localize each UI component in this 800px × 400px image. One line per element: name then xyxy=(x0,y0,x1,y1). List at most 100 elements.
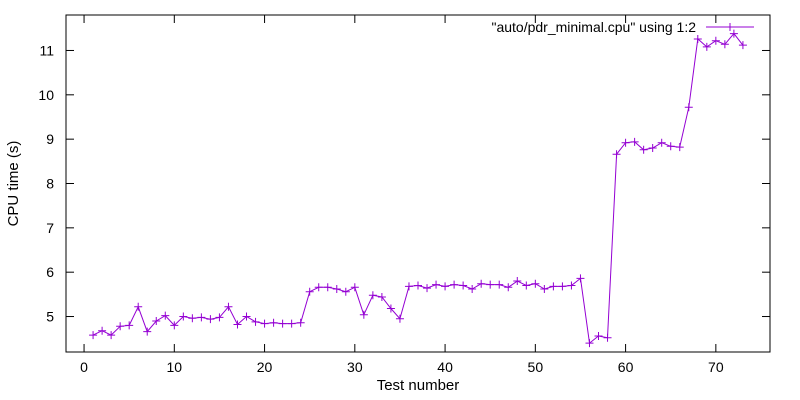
data-point xyxy=(675,143,684,152)
data-point xyxy=(98,326,107,335)
data-point xyxy=(278,319,287,328)
tick-marks xyxy=(66,15,770,352)
data-point xyxy=(450,280,459,289)
data-point xyxy=(630,137,639,146)
data-point xyxy=(567,281,576,290)
data-point xyxy=(269,318,278,327)
data-point xyxy=(639,145,648,154)
data-point xyxy=(377,293,386,302)
data-point xyxy=(143,327,152,336)
data-point xyxy=(486,280,495,289)
legend: "auto/pdr_minimal.cpu" using 1:2 xyxy=(492,19,754,35)
data-point xyxy=(233,320,242,329)
data-point xyxy=(459,281,468,290)
y-tick-labels: 5 6 7 8 9 10 11 xyxy=(38,42,54,324)
data-point xyxy=(116,322,125,331)
data-point xyxy=(188,314,197,323)
data-point xyxy=(738,41,747,50)
data-point xyxy=(242,312,251,321)
y-tick-label: 11 xyxy=(39,42,54,58)
data-point xyxy=(134,302,143,311)
data-point xyxy=(468,285,477,294)
data-point xyxy=(621,138,630,147)
y-axis-label: CPU time (s) xyxy=(5,141,22,227)
x-axis-label: Test number xyxy=(377,377,460,394)
data-point xyxy=(414,281,422,290)
x-tick-label: 50 xyxy=(528,359,544,375)
data-point xyxy=(702,42,711,51)
data-point xyxy=(404,282,413,291)
data-point xyxy=(594,332,603,341)
data-point xyxy=(657,138,666,147)
data-point xyxy=(522,281,531,290)
data-point xyxy=(585,339,594,348)
x-tick-label: 30 xyxy=(347,359,363,375)
data-point xyxy=(314,283,323,292)
legend-label: "auto/pdr_minimal.cpu" using 1:2 xyxy=(492,19,697,35)
data-point xyxy=(89,331,98,340)
data-point xyxy=(305,287,314,296)
data-point xyxy=(531,279,540,288)
data-point xyxy=(666,142,675,151)
data-point xyxy=(341,287,350,296)
x-tick-labels: 0 10 20 30 40 50 60 70 xyxy=(80,359,724,375)
data-point xyxy=(558,282,567,291)
x-tick-label: 0 xyxy=(80,359,88,375)
data-point xyxy=(359,310,368,319)
data-point xyxy=(603,333,612,342)
data-point xyxy=(350,283,359,292)
data-point xyxy=(251,317,260,326)
data-point xyxy=(368,291,377,300)
data-point xyxy=(260,319,269,328)
series-line xyxy=(92,32,744,345)
series-layer xyxy=(89,29,747,348)
y-tick-label: 8 xyxy=(46,176,54,192)
data-point xyxy=(729,29,738,38)
data-point xyxy=(513,277,522,286)
x-tick-label: 60 xyxy=(618,359,634,375)
data-point xyxy=(323,283,332,292)
data-point xyxy=(332,285,341,294)
x-tick-label: 40 xyxy=(437,359,453,375)
data-point xyxy=(684,103,693,112)
data-point xyxy=(495,280,504,289)
y-tick-label: 9 xyxy=(46,131,54,147)
legend-marker xyxy=(726,23,734,31)
data-point xyxy=(386,304,395,313)
data-point xyxy=(296,318,305,327)
data-point xyxy=(152,316,161,325)
x-tick-label: 10 xyxy=(167,359,183,375)
y-tick-label: 6 xyxy=(46,264,54,280)
y-tick-label: 10 xyxy=(38,87,54,103)
data-point xyxy=(125,321,134,330)
data-point xyxy=(441,282,450,291)
data-point xyxy=(224,302,233,311)
data-point xyxy=(395,314,404,323)
data-point xyxy=(711,36,720,45)
data-point xyxy=(215,313,224,322)
data-point xyxy=(549,282,558,291)
x-tick-label: 70 xyxy=(708,359,724,375)
data-point xyxy=(423,284,432,293)
data-point xyxy=(179,312,188,321)
x-tick-label: 20 xyxy=(257,359,273,375)
data-point xyxy=(161,311,170,320)
data-point xyxy=(648,144,657,153)
data-point xyxy=(576,274,585,283)
plot-frame xyxy=(65,14,771,353)
data-point xyxy=(107,331,116,340)
data-point xyxy=(170,321,179,330)
data-point xyxy=(477,279,486,288)
y-tick-label: 5 xyxy=(46,309,54,325)
data-point xyxy=(206,315,215,324)
data-point xyxy=(612,150,621,159)
data-point xyxy=(197,313,206,322)
data-point xyxy=(432,280,441,289)
y-tick-label: 7 xyxy=(46,220,54,236)
data-point xyxy=(504,283,513,292)
data-point xyxy=(693,34,702,43)
data-point xyxy=(720,40,729,49)
data-point xyxy=(287,319,296,328)
